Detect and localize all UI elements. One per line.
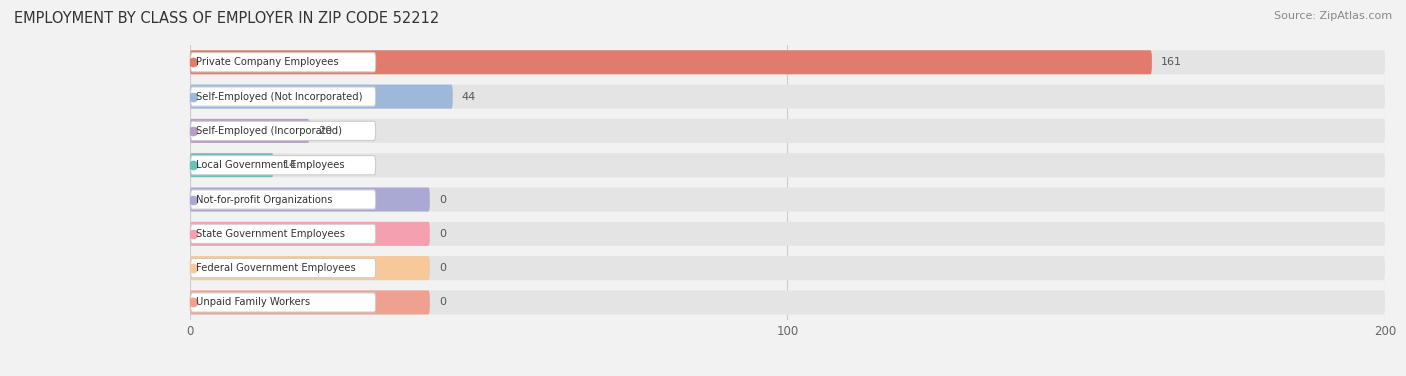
FancyBboxPatch shape [191, 224, 375, 243]
FancyBboxPatch shape [190, 153, 1385, 177]
FancyBboxPatch shape [190, 256, 1385, 280]
Text: 0: 0 [439, 297, 446, 308]
Text: Private Company Employees: Private Company Employees [197, 57, 339, 67]
FancyBboxPatch shape [190, 85, 1385, 109]
FancyBboxPatch shape [190, 256, 430, 280]
Text: 14: 14 [283, 160, 297, 170]
Text: Local Government Employees: Local Government Employees [197, 160, 344, 170]
FancyBboxPatch shape [190, 188, 430, 212]
Text: Source: ZipAtlas.com: Source: ZipAtlas.com [1274, 11, 1392, 21]
FancyBboxPatch shape [191, 293, 375, 312]
Text: 44: 44 [461, 92, 477, 102]
FancyBboxPatch shape [190, 119, 1385, 143]
FancyBboxPatch shape [190, 222, 1385, 246]
Text: Self-Employed (Incorporated): Self-Employed (Incorporated) [197, 126, 342, 136]
Text: Self-Employed (Not Incorporated): Self-Employed (Not Incorporated) [197, 92, 363, 102]
Text: 161: 161 [1161, 57, 1182, 67]
Text: 0: 0 [439, 229, 446, 239]
Text: Unpaid Family Workers: Unpaid Family Workers [197, 297, 311, 308]
FancyBboxPatch shape [191, 53, 375, 72]
FancyBboxPatch shape [191, 259, 375, 278]
FancyBboxPatch shape [191, 87, 375, 106]
Text: Federal Government Employees: Federal Government Employees [197, 263, 356, 273]
Text: 0: 0 [439, 194, 446, 205]
FancyBboxPatch shape [190, 50, 1385, 74]
Text: State Government Employees: State Government Employees [197, 229, 346, 239]
FancyBboxPatch shape [190, 222, 430, 246]
FancyBboxPatch shape [191, 121, 375, 141]
FancyBboxPatch shape [190, 85, 453, 109]
Text: 0: 0 [439, 263, 446, 273]
Text: 20: 20 [318, 126, 332, 136]
FancyBboxPatch shape [191, 156, 375, 175]
FancyBboxPatch shape [190, 290, 1385, 314]
Text: Not-for-profit Organizations: Not-for-profit Organizations [197, 194, 333, 205]
FancyBboxPatch shape [190, 153, 273, 177]
FancyBboxPatch shape [190, 119, 309, 143]
Text: EMPLOYMENT BY CLASS OF EMPLOYER IN ZIP CODE 52212: EMPLOYMENT BY CLASS OF EMPLOYER IN ZIP C… [14, 11, 439, 26]
FancyBboxPatch shape [190, 188, 1385, 212]
FancyBboxPatch shape [190, 50, 1152, 74]
FancyBboxPatch shape [190, 290, 430, 314]
FancyBboxPatch shape [191, 190, 375, 209]
